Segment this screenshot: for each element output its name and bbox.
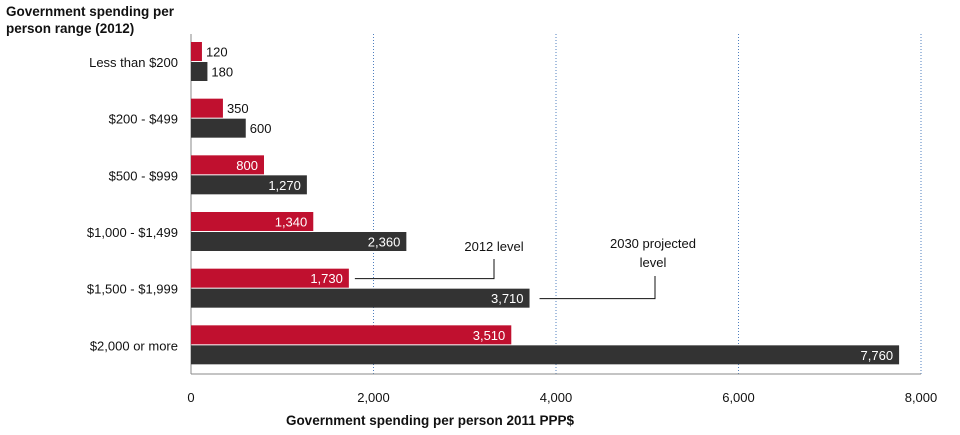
- y-axis-title: Government spending per person range (20…: [6, 4, 175, 36]
- bar: [191, 288, 530, 308]
- data-label: 600: [250, 121, 272, 136]
- annotation-leader-line: [539, 276, 656, 300]
- x-axis-title: Government spending per person 2011 PPP$: [285, 413, 575, 428]
- data-label: 3,710: [491, 291, 524, 306]
- annotation-2030-level: 2030 projected level: [610, 236, 696, 270]
- data-label: 1,730: [310, 271, 343, 286]
- bar: [191, 175, 307, 195]
- category-label: $500 - $999: [109, 168, 178, 183]
- x-tick-label: 2,000: [357, 390, 390, 405]
- bar: [191, 98, 223, 118]
- category-label: Less than $200: [89, 55, 178, 70]
- category-label: $2,000 or more: [90, 338, 178, 353]
- x-tick-label: 8,000: [905, 390, 938, 405]
- bar: [191, 325, 512, 345]
- x-tick-label: 4,000: [540, 390, 573, 405]
- category-label: $1,000 - $1,499: [87, 225, 178, 240]
- bar: [191, 118, 246, 138]
- data-label: 350: [227, 101, 249, 116]
- data-label: 180: [211, 65, 233, 80]
- data-label: 1,270: [268, 178, 301, 193]
- x-tick-label: 0: [187, 390, 194, 405]
- category-label: $200 - $499: [109, 112, 178, 127]
- bar: [191, 212, 314, 231]
- annotation-2012-level: 2012 level: [464, 239, 523, 254]
- data-label: 2,360: [368, 235, 401, 250]
- bar: [191, 155, 264, 175]
- category-label: $1,500 - $1,999: [87, 282, 178, 297]
- bar: [191, 232, 407, 251]
- data-label: 800: [236, 158, 258, 173]
- data-label: 3,510: [473, 328, 506, 343]
- data-label: 1,340: [275, 215, 308, 230]
- bar: [191, 345, 900, 365]
- bar: [191, 62, 208, 81]
- data-label: 120: [206, 45, 228, 60]
- data-label: 7,760: [861, 348, 894, 363]
- x-tick-label: 6,000: [722, 390, 755, 405]
- bar: [191, 42, 202, 61]
- annotation-leader-line: [354, 259, 495, 280]
- bar: [191, 268, 349, 288]
